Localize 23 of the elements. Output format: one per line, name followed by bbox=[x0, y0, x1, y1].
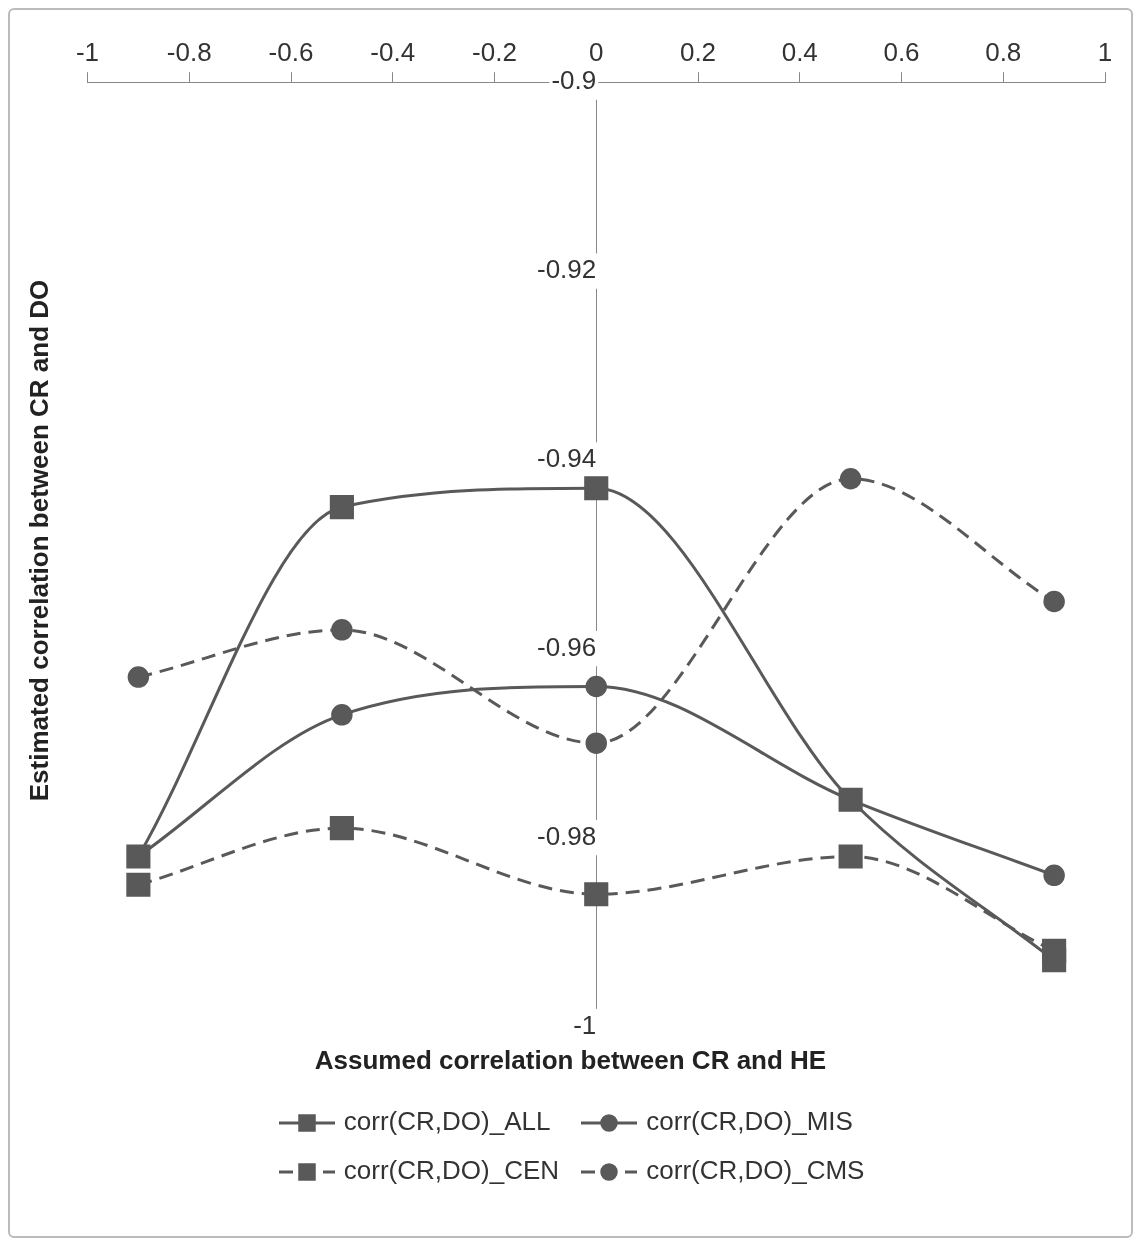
x-tick-label: 0.6 bbox=[883, 36, 920, 67]
y-tick-label: -0.96 bbox=[536, 631, 597, 662]
y-axis-title: Estimated correlation between CR and DO bbox=[24, 279, 56, 801]
y-tick-label: -1 bbox=[573, 1009, 597, 1040]
legend-label: corr(CR,DO)_MIS bbox=[646, 1106, 853, 1136]
y-tick-label: -0.9 bbox=[551, 65, 597, 96]
x-tick-label: -0.8 bbox=[166, 36, 212, 67]
legend-label: corr(CR,DO)_ALL bbox=[343, 1106, 551, 1136]
legend-label: corr(CR,DO)_CMS bbox=[646, 1155, 865, 1185]
x-tick-label: -0.6 bbox=[268, 36, 314, 67]
y-tick-label: -0.94 bbox=[536, 443, 597, 474]
y-tick-label: -0.98 bbox=[536, 820, 597, 851]
y-tick-label: -0.92 bbox=[536, 254, 597, 285]
x-tick-label: -1 bbox=[75, 36, 100, 67]
x-tick-label: -0.2 bbox=[472, 36, 517, 67]
x-tick-label: 0 bbox=[589, 36, 604, 67]
x-tick-label: 0.8 bbox=[985, 36, 1022, 67]
x-tick-label: 0.4 bbox=[781, 36, 818, 67]
x-axis-title: Assumed correlation between CR and HE bbox=[313, 1045, 828, 1076]
x-tick-label: -0.4 bbox=[370, 36, 416, 67]
x-tick-label: 1 bbox=[1097, 36, 1113, 67]
legend-label: corr(CR,DO)_CEN bbox=[343, 1155, 560, 1185]
x-tick-label: 0.2 bbox=[679, 36, 717, 67]
